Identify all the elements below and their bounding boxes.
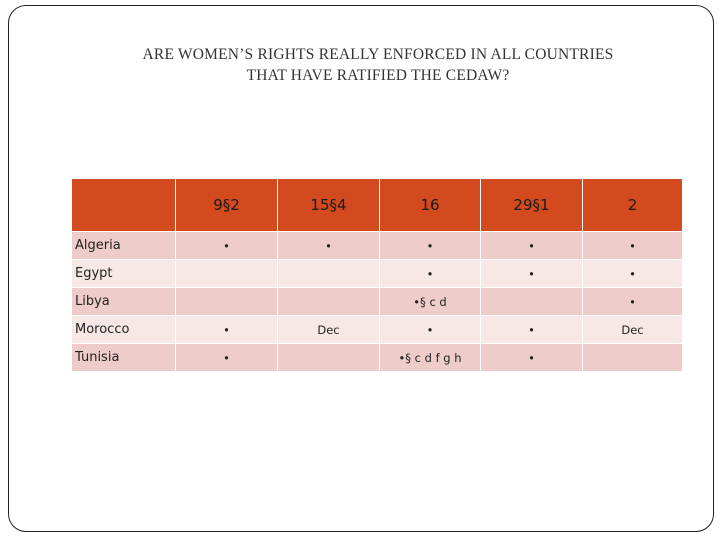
table-cell xyxy=(277,259,380,288)
table-cell: • xyxy=(480,259,583,288)
table-cell: • xyxy=(582,231,683,260)
country-label: Libya xyxy=(71,287,176,316)
table-cell: Dec xyxy=(582,315,683,344)
table-row: Algeria • • • • • xyxy=(71,231,683,260)
table-cell xyxy=(277,287,380,316)
table-cell xyxy=(175,259,278,288)
column-header: 9§2 xyxy=(175,178,278,232)
table-cell xyxy=(480,287,583,316)
table-cell xyxy=(175,287,278,316)
table-cell: • xyxy=(582,259,683,288)
table-cell xyxy=(277,343,380,372)
country-label: Egypt xyxy=(71,259,176,288)
country-label: Algeria xyxy=(71,231,176,260)
table-cell xyxy=(582,343,683,372)
cedaw-table: 9§2 15§4 16 29§1 2 Algeria • • • • • Egy… xyxy=(71,178,683,372)
country-label: Morocco xyxy=(71,315,176,344)
column-header: 16 xyxy=(379,178,481,232)
column-header: 15§4 xyxy=(277,178,380,232)
country-label: Tunisia xyxy=(71,343,176,372)
table-row: Morocco • Dec • • Dec xyxy=(71,315,683,344)
table-cell: Dec xyxy=(277,315,380,344)
table-row: Egypt • • • xyxy=(71,259,683,288)
title-line-1: ARE WOMEN’S RIGHTS REALLY ENFORCED IN AL… xyxy=(142,46,614,63)
table-cell: • xyxy=(582,287,683,316)
table-cell: • xyxy=(277,231,380,260)
column-header: 29§1 xyxy=(480,178,583,232)
table-cell: • xyxy=(175,231,278,260)
table-cell: • xyxy=(379,315,481,344)
column-header: 2 xyxy=(582,178,683,232)
table-cell: • xyxy=(175,343,278,372)
header-corner xyxy=(71,178,176,232)
table-cell: •§ c d xyxy=(379,287,481,316)
table-cell: • xyxy=(480,315,583,344)
table-cell: • xyxy=(480,231,583,260)
table-cell: • xyxy=(379,231,481,260)
slide-frame xyxy=(8,5,714,532)
slide-title: ARE WOMEN’S RIGHTS REALLY ENFORCED IN AL… xyxy=(60,44,696,86)
table-cell: • xyxy=(480,343,583,372)
table-row: Libya •§ c d • xyxy=(71,287,683,316)
title-line-2: THAT HAVE RATIFIED THE CEDAW? xyxy=(246,67,510,84)
table-row: Tunisia • •§ c d f g h • xyxy=(71,343,683,372)
table-cell: • xyxy=(379,259,481,288)
table-cell: •§ c d f g h xyxy=(379,343,481,372)
table-cell: • xyxy=(175,315,278,344)
table-header-row: 9§2 15§4 16 29§1 2 xyxy=(71,178,683,232)
